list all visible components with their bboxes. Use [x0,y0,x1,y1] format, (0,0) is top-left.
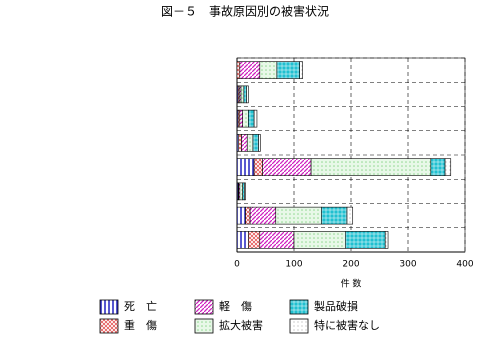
legend-label: 死 亡 [124,299,157,313]
bar-segment [253,158,263,176]
legend-swatch [194,318,214,334]
bar-segment [243,85,247,104]
bar-segment [242,109,249,128]
bar-segment [241,134,248,152]
bar-segment [239,109,244,128]
legend-swatch [99,299,119,315]
bar-segment [258,134,261,152]
bar-segment [293,231,346,249]
bar-segment [246,134,254,152]
x-tick-label: 400 [456,260,473,270]
x-tick-label: 200 [342,260,359,270]
plot-frame [236,57,466,253]
legend-label: 製品破損 [314,299,358,313]
bar-segment [238,134,242,152]
legend-swatch [194,299,214,315]
bar-segment [239,182,244,201]
legend-label: 特に被害なし [314,318,380,332]
legend-label: 拡大被害 [219,318,263,332]
legend-swatch [99,318,119,334]
x-tick-label: 100 [285,260,302,270]
bar-segment [276,61,300,79]
bar-segment [240,85,245,104]
bar-segment [236,158,255,176]
bar-segment [346,206,354,225]
bar-segment [248,231,261,249]
bar-segment [236,231,249,249]
bar-segment [249,206,277,225]
bar-segment [259,61,278,79]
bar-segment [236,61,241,79]
bar-segment [246,85,249,104]
bar-segment [299,61,303,79]
bar-segment [239,61,261,79]
bar-segment [252,134,259,152]
legend-label: 重 傷 [124,318,157,332]
legend-label: 軽 傷 [219,299,252,313]
legend-swatch [289,318,309,334]
bar-segment [259,231,295,249]
bar-segment [244,182,246,201]
bar-segment [275,206,322,225]
chart-title: 図－５ 事故原因別の被害状況 [161,4,329,19]
bar-segment [236,206,246,225]
legend-swatch [289,299,309,315]
bar-segment [384,231,389,249]
bar-segment [245,206,251,225]
x-tick-label: 0 [234,260,240,270]
bar-segment [248,109,255,128]
bar-segment [321,206,348,225]
bar-segment [262,158,312,176]
x-axis-label: 件 数 [341,278,362,290]
x-tick-label: 300 [399,260,416,270]
bar-segment [444,158,452,176]
bar-segment [344,231,386,249]
bar-segment [310,158,432,176]
bar-segment [430,158,446,176]
bar-segment [253,109,258,128]
